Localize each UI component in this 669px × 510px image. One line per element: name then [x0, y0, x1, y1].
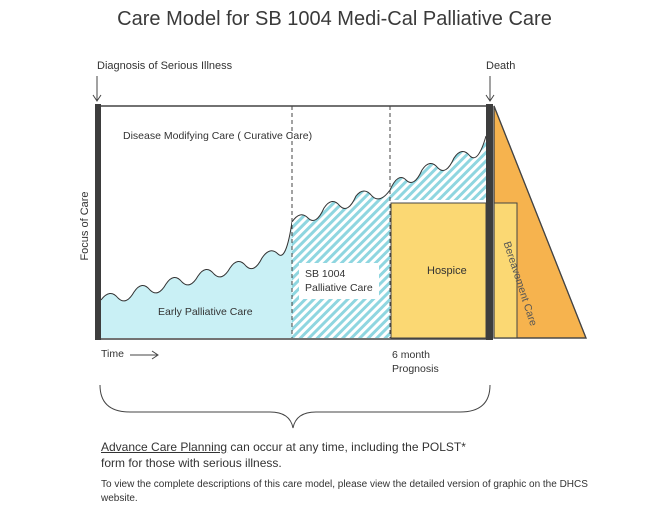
- hospice-label: Hospice: [427, 265, 467, 277]
- footer-note: To view the complete descriptions of thi…: [101, 479, 588, 504]
- disease-modifying-label: Disease Modifying Care ( Curative Care): [123, 130, 313, 142]
- six-month-prognosis-label: 6 month Prognosis: [392, 349, 439, 375]
- acp-rest: can occur at any time, including the POL…: [227, 440, 466, 454]
- early-palliative-region: [101, 226, 292, 338]
- acp-text-line2: form for those with serious illness.: [101, 456, 282, 470]
- brace: [99, 384, 491, 429]
- sb1004-label-box: [299, 263, 379, 299]
- diagnosis-bar: [95, 104, 101, 340]
- focus-of-care-label: Focus of Care: [79, 191, 91, 261]
- hospice-region: [390, 202, 487, 339]
- death-bar: [486, 104, 493, 340]
- early-palliative-label: Early Palliative Care: [158, 306, 253, 318]
- page-title: Care Model for SB 1004 Medi-Cal Palliati…: [117, 8, 552, 30]
- death-label: Death: [486, 60, 516, 72]
- acp-link[interactable]: Advance Care Planning: [101, 440, 228, 454]
- sb1004-label: SB 1004 Palliative Care: [305, 268, 373, 294]
- time-label: Time: [101, 348, 124, 360]
- diagnosis-label: Diagnosis of Serious Illness: [97, 60, 233, 72]
- acp-text: Advance Care Planning can occur at any t…: [101, 440, 466, 454]
